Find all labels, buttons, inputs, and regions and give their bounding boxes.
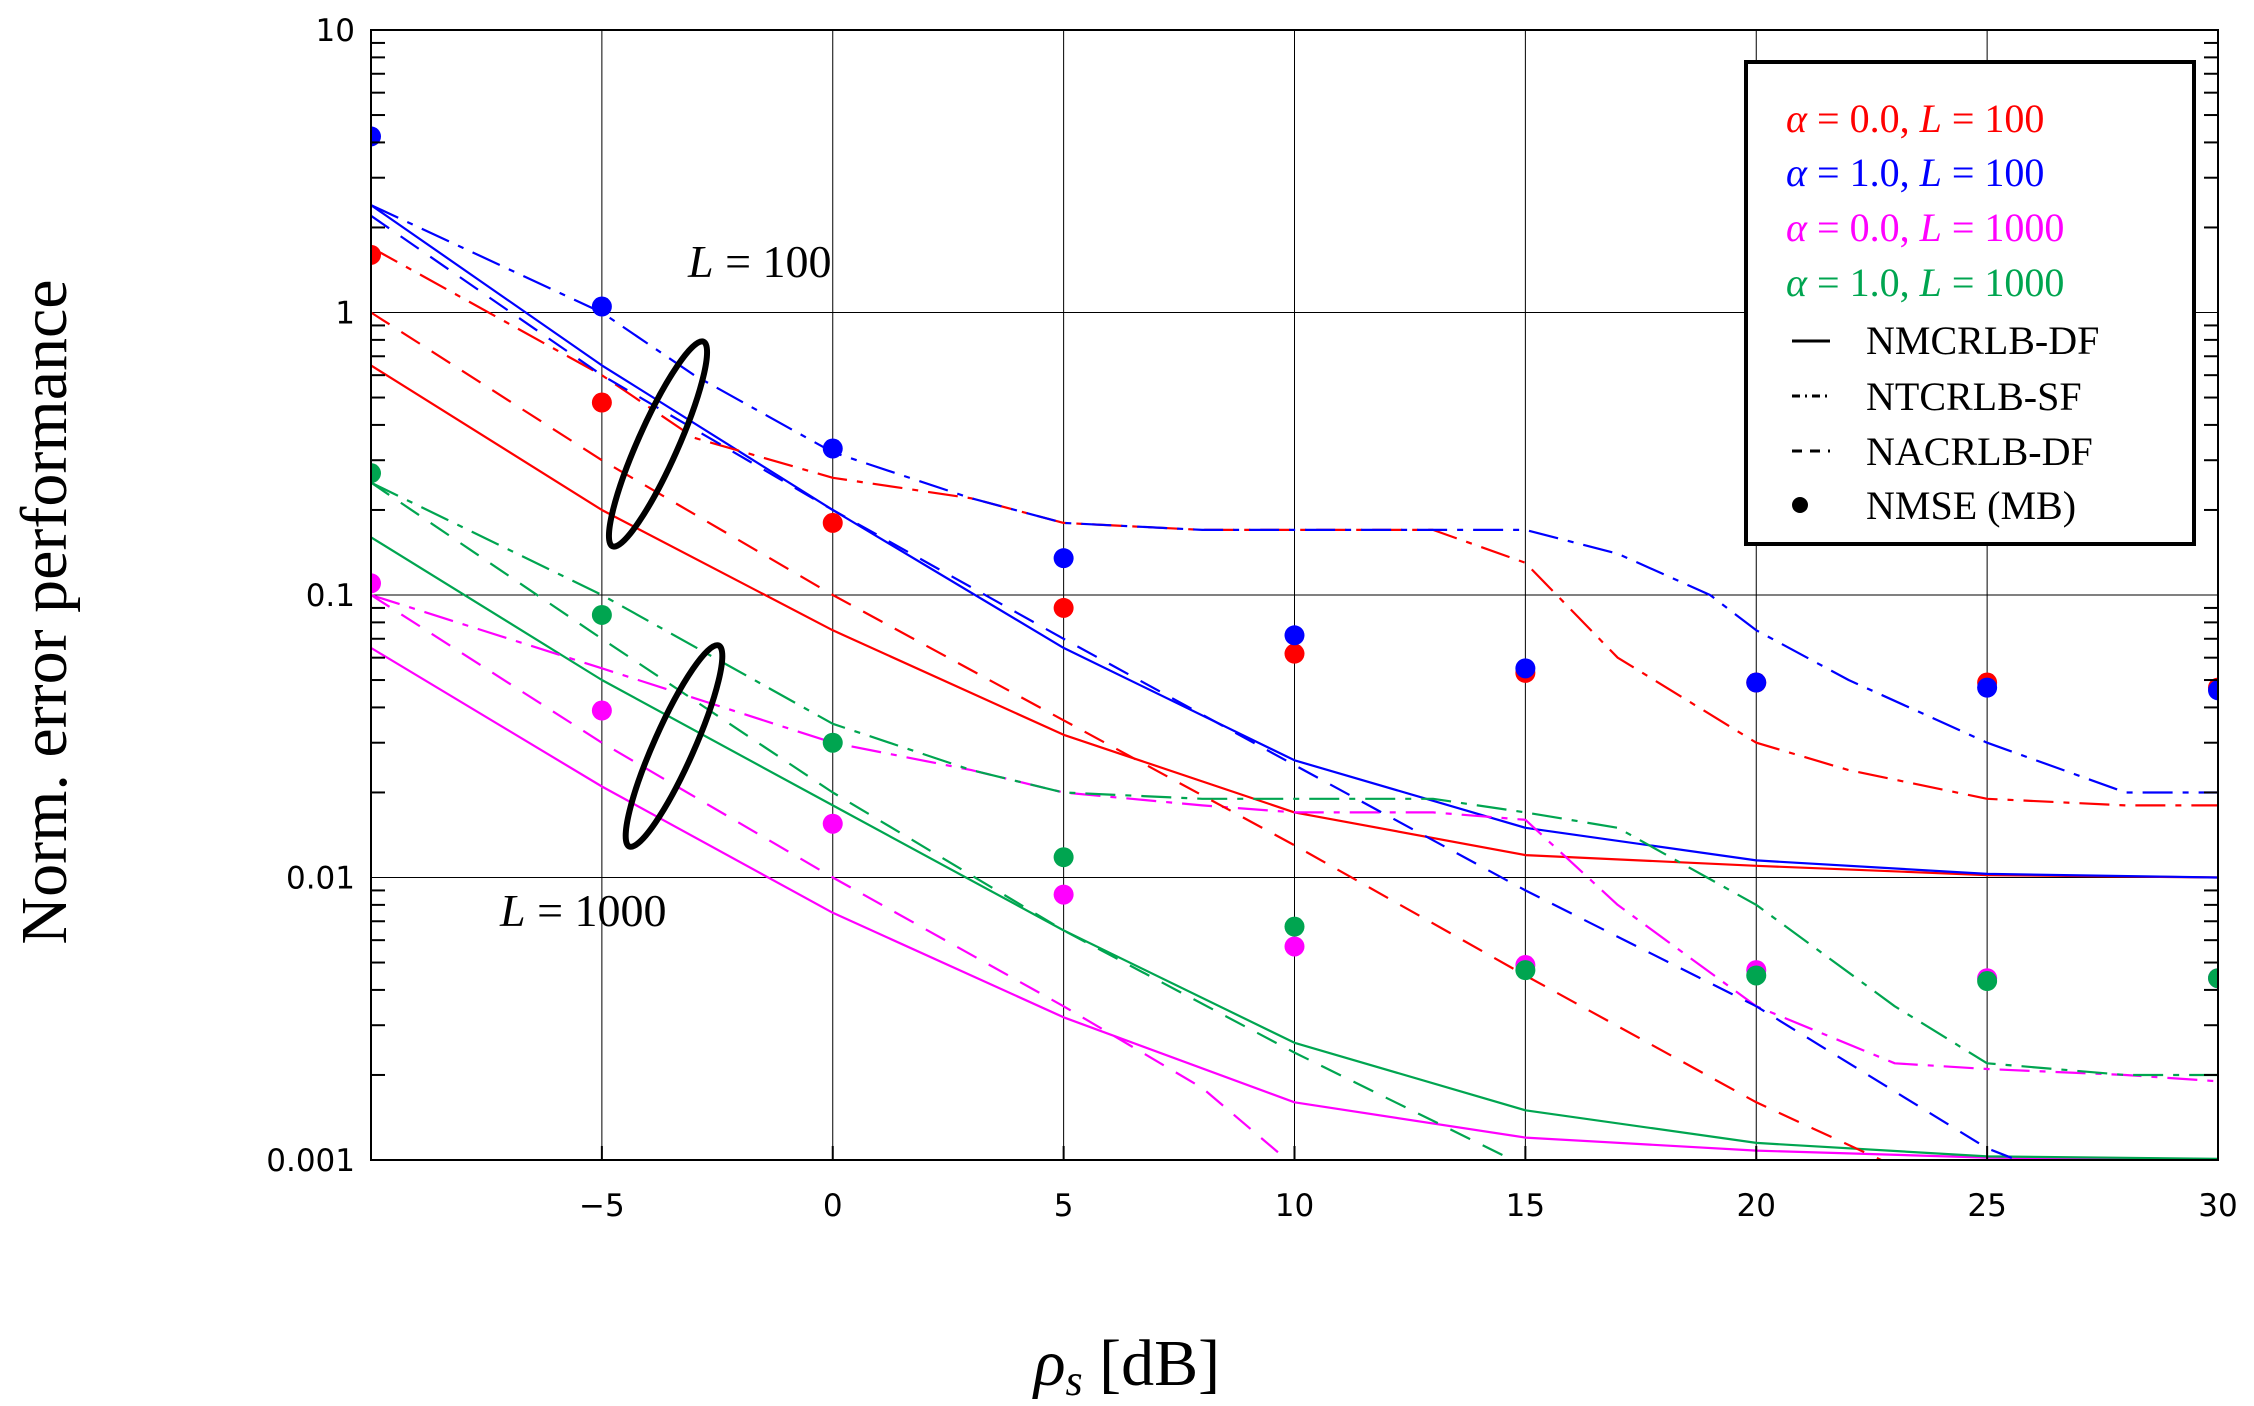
series-line-solid — [371, 536, 2218, 1160]
legend-entry-alpha1-l100: α = 1.0, L = 100 — [1786, 150, 2044, 195]
x-tick-label: 20 — [1737, 1188, 1776, 1224]
series-line-dashed — [371, 481, 1516, 1160]
nmse-data-point — [1746, 672, 1767, 693]
nmse-data-point — [822, 512, 843, 533]
series-line-solid — [371, 646, 2218, 1160]
nmse-data-point — [591, 392, 612, 413]
y-tick-label: 1 — [335, 296, 355, 332]
series-line-dashed — [371, 214, 2021, 1160]
l1000-group-ellipse — [622, 642, 726, 850]
plot-frame — [370, 29, 2219, 1161]
legend-entry-alpha0-l1000: α = 0.0, L = 1000 — [1786, 205, 2064, 250]
nmse-data-point — [371, 573, 381, 594]
series-line-dashdot — [371, 481, 2218, 1077]
legend-box — [1744, 60, 2196, 546]
legend-style-nacrlb-df: NACRLB-DF — [1866, 429, 2093, 474]
y-tick-label: 10 — [316, 13, 355, 49]
legend-style-nmcrlb-df: NMCRLB-DF — [1866, 318, 2099, 363]
annotation-l1000: L = 1000 — [499, 885, 667, 936]
series-line-solid — [371, 204, 2218, 879]
nmse-data-point — [1977, 971, 1998, 992]
x-tick-label: −5 — [579, 1188, 625, 1224]
series-line-dashdot — [371, 593, 2218, 1083]
x-tick-label: 0 — [823, 1188, 843, 1224]
series-line-dashdot — [371, 246, 2218, 807]
nmse-data-point — [1284, 643, 1305, 664]
x-tick-label: 15 — [1506, 1188, 1545, 1224]
nmse-data-point — [1977, 677, 1998, 698]
nmse-data-point — [1515, 960, 1536, 981]
legend: α = 0.0, L = 100 α = 1.0, L = 100 α = 0.… — [1744, 60, 2196, 546]
nmse-data-point — [1053, 884, 1074, 905]
series-line-dashed — [371, 311, 1884, 1160]
tick-labels: −5 0 5 10 15 20 25 30 0.001 0.01 0.1 1 10 — [266, 13, 2237, 1224]
nmse-data-point — [591, 296, 612, 317]
nmse-data-point — [822, 438, 843, 459]
x-tick-label: 5 — [1054, 1188, 1074, 1224]
nmse-data-point — [1284, 916, 1305, 937]
series-line-dashdot — [371, 204, 2218, 794]
nmse-data-point — [2208, 680, 2218, 701]
nmse-data-point — [371, 244, 381, 265]
nmse-data-point — [2208, 968, 2218, 989]
y-tick-label: 0.001 — [266, 1143, 355, 1179]
nmse-data-point — [1284, 625, 1305, 646]
x-tick-label: 25 — [1967, 1188, 2006, 1224]
nmse-data-point — [591, 604, 612, 625]
legend-style-nmse-mb: NMSE (MB) — [1866, 483, 2076, 528]
y-tick-label: 0.1 — [306, 578, 355, 614]
x-tick-label: 30 — [2198, 1188, 2237, 1224]
axes — [370, 29, 2219, 1161]
nmse-data-point — [1053, 548, 1074, 569]
x-tick-label: 10 — [1275, 1188, 1314, 1224]
series-line-dashed — [371, 594, 1289, 1160]
legend-style-ntcrlb-sf: NTCRLB-SF — [1866, 374, 2082, 419]
nmse-data-point — [371, 463, 381, 484]
y-axis-label: Norm. error performance — [8, 279, 81, 944]
legend-marker-dot-icon — [1792, 497, 1808, 513]
legend-entry-alpha0-l100: α = 0.0, L = 100 — [1786, 96, 2044, 141]
nmse-data-point — [1053, 597, 1074, 618]
nmse-data-point — [1053, 847, 1074, 868]
nmse-data-point — [822, 813, 843, 834]
nmse-data-point — [1746, 965, 1767, 986]
nmse-data-point — [1515, 658, 1536, 679]
l100-group-ellipse — [605, 338, 711, 550]
legend-entry-alpha1-l1000: α = 1.0, L = 1000 — [1786, 260, 2064, 305]
x-axis-label: ρs [dB] — [1032, 1327, 1220, 1405]
nmse-data-point — [822, 732, 843, 753]
nmse-data-point — [1284, 936, 1305, 957]
nmse-data-point — [591, 700, 612, 721]
series-layer — [371, 126, 2218, 1160]
annotation-l100: L = 100 — [687, 236, 832, 287]
y-tick-label: 0.01 — [286, 861, 355, 897]
